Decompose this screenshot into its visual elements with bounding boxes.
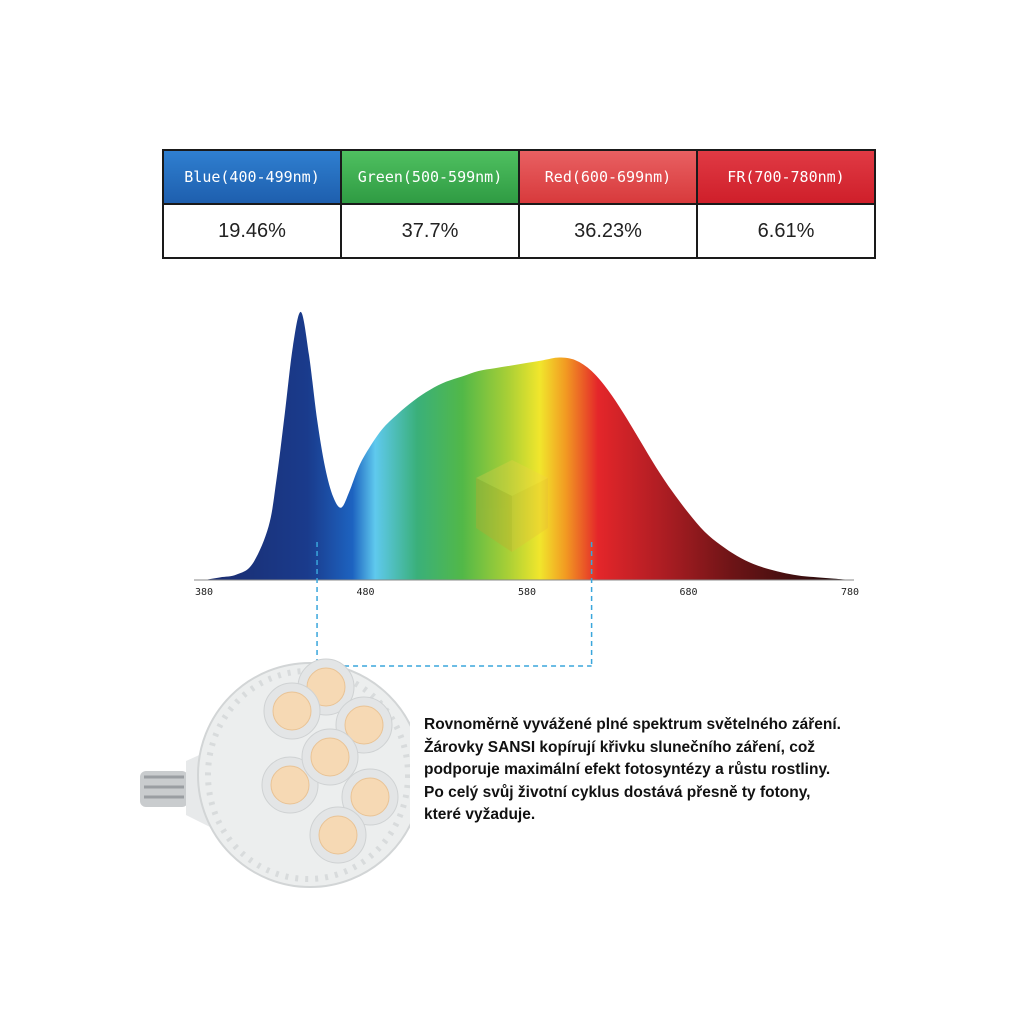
led-lens [350,777,390,817]
x-tick-label-780: 780 [841,587,859,598]
x-tick-label-480: 480 [356,587,374,598]
led-lens [344,705,384,745]
band-header-row: Blue(400-499nm) Green(500-599nm) Red(600… [162,149,876,205]
spectrum-band-table: Blue(400-499nm) Green(500-599nm) Red(600… [162,149,876,259]
description-line-2: Žárovky SANSI kopírují křivku slunečního… [424,738,816,756]
description-line-1: Rovnoměrně vyvážené plné spektrum světel… [424,716,841,733]
led-lens [270,765,310,805]
band-value-green: 37.7% [340,203,520,259]
led-lens [272,691,312,731]
description-line-4: Po celý svůj životní cyklus dostává přes… [424,783,811,801]
band-value-far-red: 6.61% [696,203,876,259]
spectrum-chart: 380 480 580 680 780 [194,311,859,667]
x-tick-label-680: 680 [679,587,697,598]
band-value-blue: 19.46% [162,203,342,259]
band-header-green: Green(500-599nm) [340,149,520,205]
description-text: Rovnoměrně vyvážené plné spektrum světel… [424,714,894,827]
band-value-row: 19.46% 37.7% 36.23% 6.61% [162,203,876,259]
description-line-3: podporuje maximální efekt fotosyntézy a … [424,761,831,778]
led-bulb-image [140,658,410,888]
led-lens [318,815,358,855]
spectrum-area [204,311,850,580]
band-header-far-red: FR(700-780nm) [696,149,876,205]
x-tick-label-380: 380 [195,587,213,598]
band-header-blue: Blue(400-499nm) [162,149,342,205]
led-cluster [261,658,399,864]
description-line-5: které vyžaduje. [424,806,536,823]
x-tick-label-580: 580 [518,587,536,598]
led-lens [310,737,350,777]
band-header-red: Red(600-699nm) [518,149,698,205]
band-value-red: 36.23% [518,203,698,259]
dashed-range-marker [316,542,593,667]
leaf-cube-logo [476,460,548,552]
